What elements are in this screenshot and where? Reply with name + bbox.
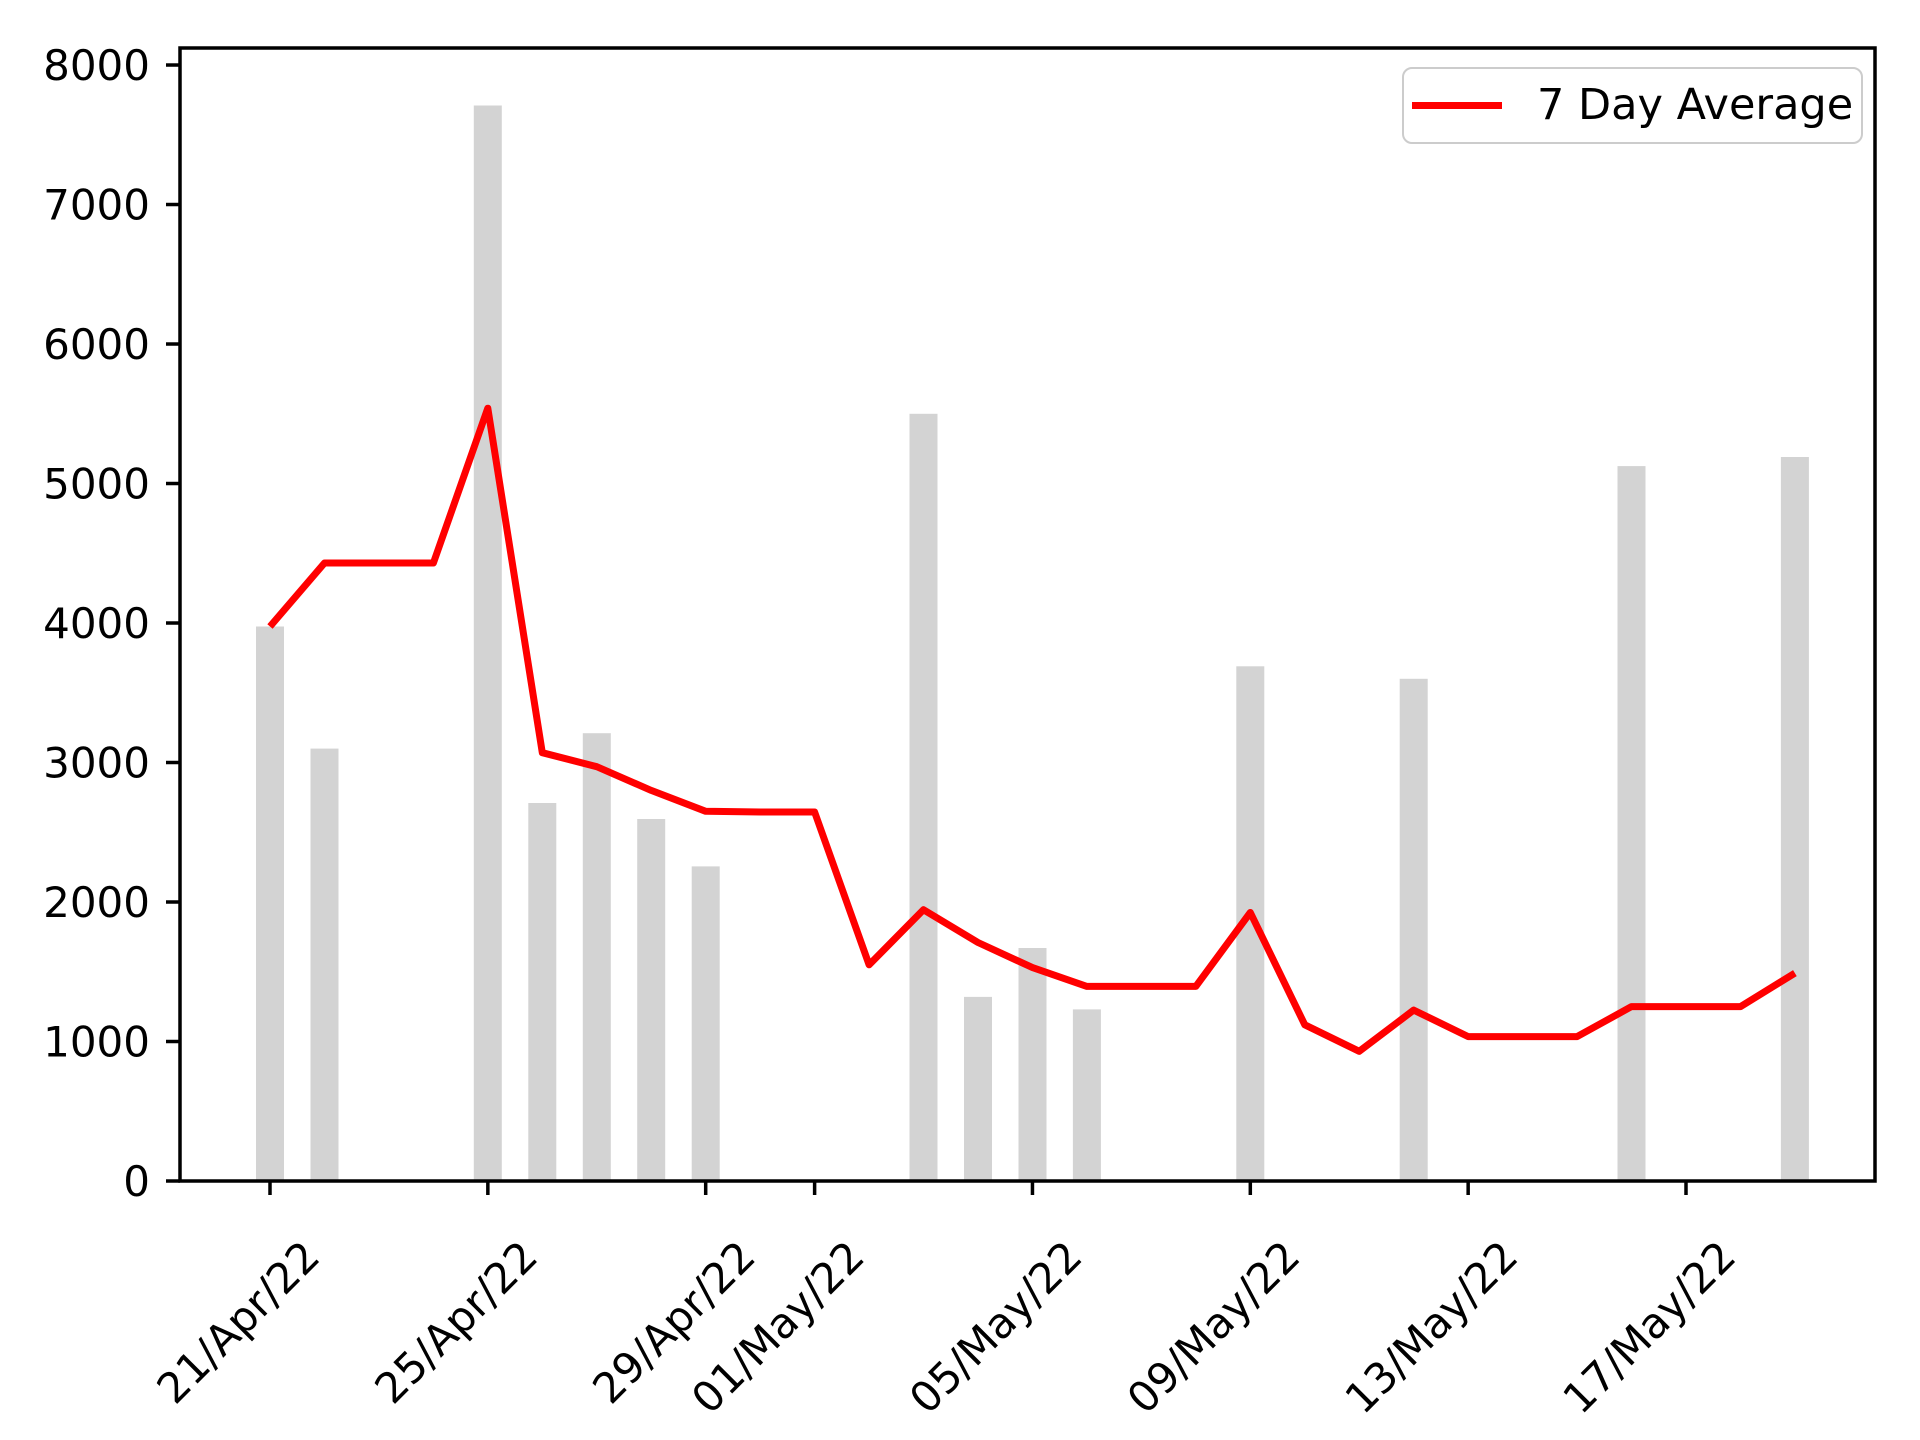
bar <box>528 803 557 1181</box>
y-tick-label: 8000 <box>43 41 150 90</box>
legend-label: 7 Day Average <box>1537 80 1853 130</box>
bar <box>1780 457 1809 1181</box>
bar <box>909 413 938 1181</box>
bar <box>473 105 502 1181</box>
x-tick-label: 13/May/22 <box>1336 1231 1528 1423</box>
y-axis-ticks: 0 1000 2000 3000 4000 5000 6000 7000 8000 <box>43 41 180 1206</box>
y-tick-label: 7000 <box>43 181 150 230</box>
bar <box>310 748 339 1181</box>
seven-day-average-line <box>267 404 1797 1055</box>
bars-group <box>256 105 1809 1182</box>
legend-box <box>1402 67 1863 144</box>
bar <box>1072 1009 1101 1181</box>
bar <box>691 866 720 1181</box>
y-tick-label: 1000 <box>43 1018 150 1067</box>
x-tick-label: 09/May/22 <box>1118 1231 1310 1423</box>
y-tick-label: 0 <box>123 1157 150 1206</box>
bar <box>1399 678 1428 1181</box>
y-tick-label: 5000 <box>43 460 150 509</box>
y-tick-label: 2000 <box>43 878 150 927</box>
y-tick-label: 3000 <box>43 739 150 788</box>
bar <box>637 819 666 1181</box>
y-tick-label: 4000 <box>43 599 150 648</box>
x-tick-label: 17/May/22 <box>1553 1231 1745 1423</box>
bar <box>1617 466 1646 1182</box>
bar <box>964 996 992 1181</box>
x-tick-label: 21/Apr/22 <box>147 1231 329 1413</box>
bar <box>256 626 284 1181</box>
bar <box>1018 948 1047 1181</box>
x-tick-label: 25/Apr/22 <box>365 1231 547 1413</box>
y-tick-label: 6000 <box>43 320 150 369</box>
plot-border <box>178 46 1877 1183</box>
legend: 7 Day Average <box>1402 67 1863 144</box>
bar <box>582 733 611 1181</box>
x-tick-label: 05/May/22 <box>900 1231 1092 1423</box>
